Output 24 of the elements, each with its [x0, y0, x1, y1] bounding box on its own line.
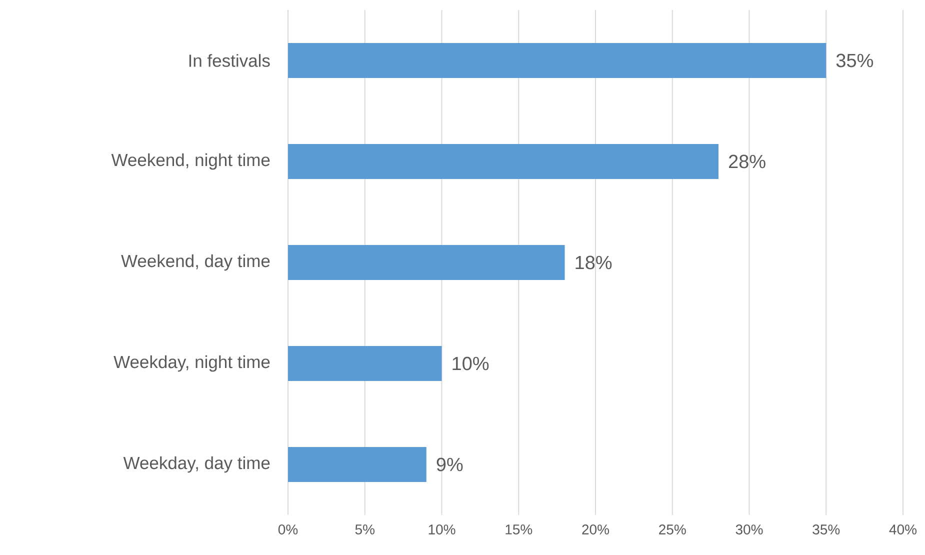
x-tick-label: 35% — [812, 524, 840, 534]
bar — [288, 346, 442, 382]
x-tick-label: 20% — [582, 524, 610, 534]
y-tick-label: Weekend, night time — [111, 153, 270, 170]
data-label: 10% — [452, 356, 489, 370]
y-tick-label: Weekday, day time — [123, 456, 270, 473]
data-label: 28% — [728, 154, 766, 168]
data-label: 18% — [576, 256, 612, 270]
x-tick-label: 5% — [355, 524, 374, 534]
bar — [288, 245, 565, 280]
y-tick-label: Weekday, night time — [114, 355, 270, 372]
data-label: 9% — [436, 458, 463, 472]
data-label: 35% — [836, 54, 874, 68]
x-tick-label: 15% — [506, 524, 532, 534]
x-tick-label: 30% — [736, 524, 763, 534]
bar — [288, 447, 426, 482]
x-tick-label: 0% — [278, 524, 298, 534]
x-tick-label: 40% — [889, 524, 917, 534]
y-tick-label: In festivals — [189, 54, 270, 67]
bar — [288, 43, 826, 78]
x-tick-label: 25% — [659, 524, 686, 534]
x-tick-label: 10% — [428, 524, 456, 534]
y-tick-label: Weekend, day time — [121, 254, 270, 271]
bar — [288, 144, 719, 180]
